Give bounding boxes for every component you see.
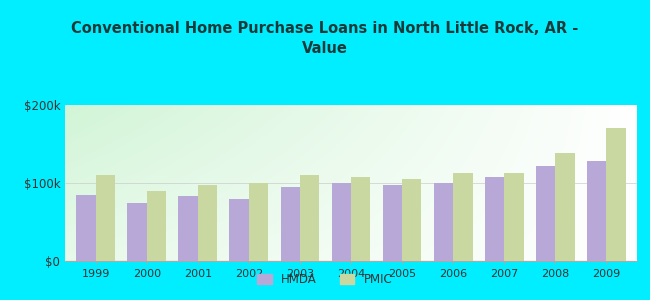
Bar	[402, 179, 421, 261]
Bar	[249, 183, 268, 261]
Bar	[229, 199, 249, 261]
Bar	[178, 196, 198, 261]
Bar	[434, 183, 453, 261]
Bar	[485, 177, 504, 261]
Bar	[127, 202, 147, 261]
Bar	[147, 191, 166, 261]
Bar	[198, 185, 217, 261]
Text: Conventional Home Purchase Loans in North Little Rock, AR -
Value: Conventional Home Purchase Loans in Nort…	[72, 21, 578, 56]
Legend: HMDA, PMIC: HMDA, PMIC	[253, 269, 397, 291]
Bar	[536, 166, 555, 261]
Bar	[555, 153, 575, 261]
Bar	[281, 187, 300, 261]
Bar	[606, 128, 626, 261]
Bar	[587, 161, 606, 261]
Bar	[332, 183, 351, 261]
Bar	[300, 175, 319, 261]
Bar	[76, 195, 96, 261]
Bar	[351, 177, 370, 261]
Bar	[96, 175, 115, 261]
Bar	[504, 173, 524, 261]
Bar	[453, 173, 473, 261]
Bar	[383, 185, 402, 261]
